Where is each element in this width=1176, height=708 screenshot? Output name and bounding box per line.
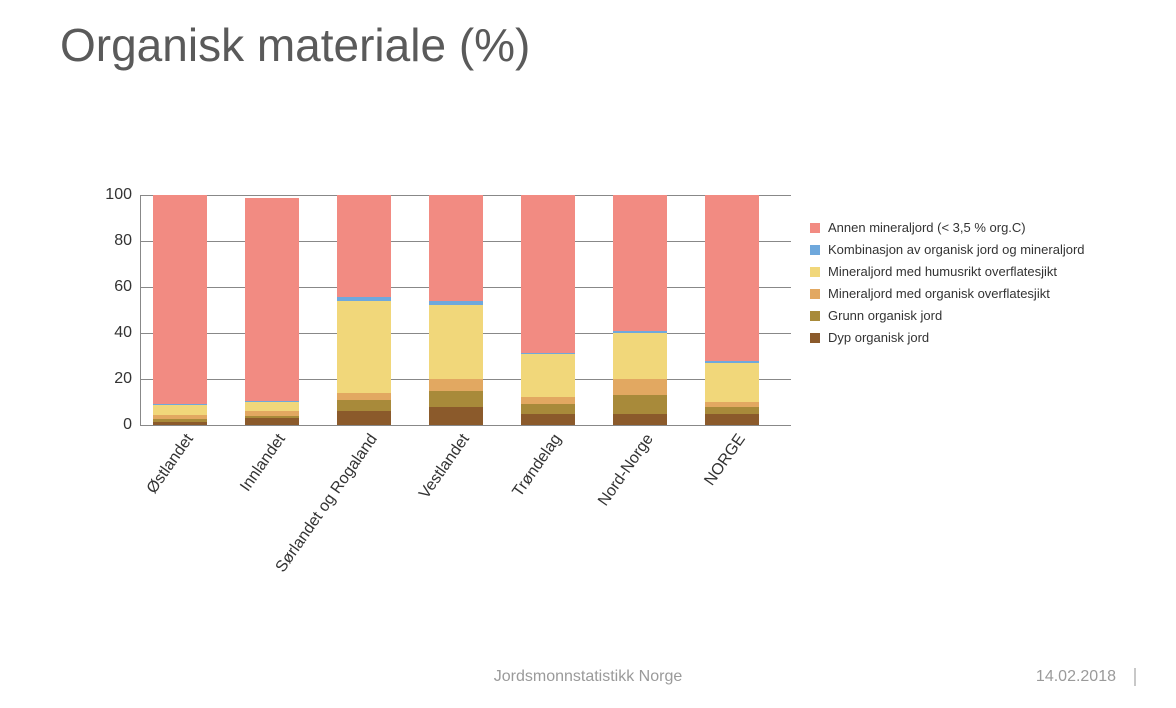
bar-segment — [337, 411, 391, 425]
legend-swatch — [810, 267, 820, 277]
bar-segment — [245, 402, 299, 411]
legend-item: Mineraljord med humusrikt overflatesjikt — [810, 264, 1110, 279]
bar-segment — [705, 195, 759, 361]
bar-segment — [337, 297, 391, 300]
bar-segment — [245, 401, 299, 402]
page-title: Organisk materiale (%) — [60, 18, 530, 72]
bar-segment — [521, 397, 575, 404]
bar-segment — [429, 407, 483, 425]
x-tick-label: Vestlandet — [416, 431, 474, 503]
y-tick-label: 80 — [82, 232, 132, 250]
bar-segment — [429, 391, 483, 407]
bar-segment — [613, 331, 667, 333]
bar-segment — [613, 379, 667, 395]
x-tick-label: Sørlandet og Rogaland — [273, 431, 382, 576]
legend-swatch — [810, 245, 820, 255]
bar-segment — [245, 416, 299, 418]
bar-segment — [613, 395, 667, 413]
footer-date: 14.02.2018 — [1036, 668, 1136, 686]
x-tick-label: Nord-Norge — [595, 431, 658, 510]
bar-segment — [705, 363, 759, 402]
legend-swatch — [810, 223, 820, 233]
bar-segment — [429, 379, 483, 391]
legend-item: Dyp organisk jord — [810, 330, 1110, 345]
legend-swatch — [810, 333, 820, 343]
legend-item: Annen mineraljord (< 3,5 % org.C) — [810, 220, 1110, 235]
x-tick-label: Trøndelag — [510, 431, 566, 501]
bar-segment — [337, 301, 391, 393]
bar-segment — [153, 422, 207, 425]
bar-segment — [337, 195, 391, 297]
bar-segment — [521, 353, 575, 354]
legend-item: Kombinasjon av organisk jord og mineralj… — [810, 242, 1110, 257]
legend-label: Grunn organisk jord — [828, 308, 942, 323]
bar-segment — [153, 195, 207, 404]
plot-area — [140, 195, 791, 426]
legend-label: Dyp organisk jord — [828, 330, 929, 345]
bar-segment — [337, 393, 391, 400]
legend-label: Kombinasjon av organisk jord og mineralj… — [828, 242, 1085, 257]
bar-segment — [337, 400, 391, 412]
x-tick-label: Innlandet — [237, 431, 290, 495]
bar-segment — [521, 404, 575, 413]
x-axis-labels: Østlandet InnlandetSørlandet og Rogaland V… — [140, 431, 790, 581]
legend-label: Annen mineraljord (< 3,5 % org.C) — [828, 220, 1026, 235]
legend-item: Grunn organisk jord — [810, 308, 1110, 323]
y-tick-label: 40 — [82, 324, 132, 342]
bar-segment — [613, 333, 667, 379]
bar-segment — [429, 195, 483, 301]
bar-segment — [521, 195, 575, 353]
bar-segment — [153, 419, 207, 421]
bar-segment — [705, 407, 759, 414]
bar-segment — [153, 405, 207, 414]
bar-segment — [705, 361, 759, 363]
y-tick-label: 100 — [82, 186, 132, 204]
bar-segment — [153, 415, 207, 420]
slide: Organisk materiale (%) Østlandet Innlande… — [0, 0, 1176, 708]
x-tick-label: NORGE — [701, 431, 749, 489]
bar-segment — [613, 414, 667, 426]
bar-segment — [429, 305, 483, 379]
legend-label: Mineraljord med humusrikt overflatesjikt — [828, 264, 1057, 279]
bar-segment — [245, 198, 299, 400]
y-tick-label: 60 — [82, 278, 132, 296]
legend: Annen mineraljord (< 3,5 % org.C) Kombina… — [810, 213, 1110, 352]
bar-segment — [521, 414, 575, 426]
x-tick-label: Østlandet — [144, 431, 198, 497]
y-tick-label: 20 — [82, 370, 132, 388]
bar-segment — [613, 195, 667, 331]
bar-segment — [153, 404, 207, 405]
bar-segment — [705, 414, 759, 426]
legend-item: Mineraljord med organisk overflatesjikt — [810, 286, 1110, 301]
legend-label: Mineraljord med organisk overflatesjikt — [828, 286, 1050, 301]
bar-segment — [429, 301, 483, 306]
footer-center: Jordsmonnstatistikk Norge — [0, 668, 1176, 686]
legend-swatch — [810, 289, 820, 299]
chart: Østlandet InnlandetSørlandet og Rogaland V… — [80, 195, 1100, 575]
y-tick-label: 0 — [82, 416, 132, 434]
legend-swatch — [810, 311, 820, 321]
bar-segment — [245, 418, 299, 425]
bar-segment — [245, 411, 299, 416]
bar-segment — [521, 354, 575, 398]
bar-segment — [705, 402, 759, 407]
